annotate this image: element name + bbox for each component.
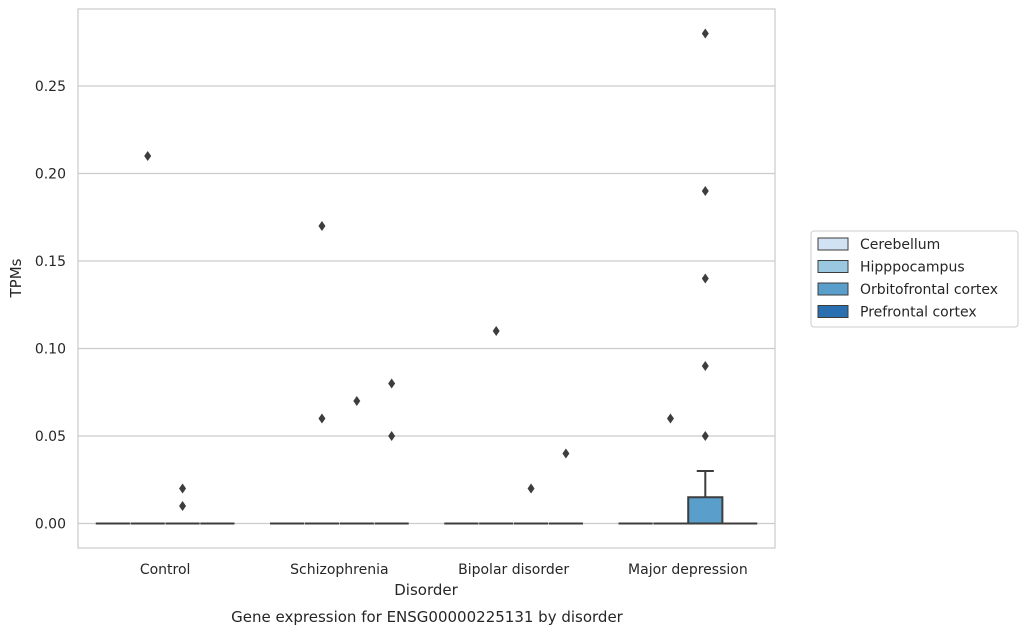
outliers: [144, 28, 709, 511]
legend-frame: [810, 230, 1019, 328]
legend-swatch: [817, 305, 849, 318]
outlier-point: [179, 501, 187, 511]
y-tick-label: 0.25: [35, 79, 66, 95]
outlier-point: [701, 431, 709, 441]
legend-swatch: [817, 282, 849, 296]
outlier-point: [388, 431, 396, 441]
outlier-point: [353, 396, 361, 406]
outlier-point: [179, 483, 187, 494]
outlier-point: [144, 151, 152, 161]
boxes: [95, 470, 758, 525]
outlier-point: [318, 413, 326, 424]
y-axis-ticks: 0.00 0.05 0.10 0.15 0.20 0.25: [35, 79, 66, 533]
y-tick-label: 0.00: [35, 517, 66, 533]
x-tick-label: Major depression: [628, 562, 748, 578]
outlier-point: [701, 28, 709, 39]
outlier-point: [492, 326, 500, 336]
y-tick-label: 0.10: [35, 342, 66, 358]
outlier-point: [666, 413, 674, 424]
legend: Cerebellum Hipppocampus Orbitofrontal cort…: [810, 230, 1019, 328]
x-axis-ticks: Control Schizophrenia Bipolar disorder Majo…: [140, 562, 748, 578]
legend-label: Prefrontal cortex: [860, 305, 977, 321]
outlier-point: [318, 221, 326, 231]
outlier-point: [562, 448, 570, 459]
x-tick-label: Control: [140, 562, 191, 578]
legend-swatch: [817, 260, 849, 273]
outlier-point: [388, 378, 396, 389]
y-tick-label: 0.15: [35, 254, 66, 270]
outlier-point: [527, 483, 535, 494]
x-tick-label: Bipolar disorder: [458, 562, 569, 578]
y-axis-label: TPMs: [7, 258, 25, 298]
box-body: [687, 496, 724, 525]
y-tick-label: 0.20: [35, 167, 66, 183]
chart-caption: Gene expression for ENSG00000225131 by d…: [231, 608, 624, 626]
x-tick-label: Schizophrenia: [290, 562, 388, 578]
x-axis-label: Disorder: [394, 581, 458, 599]
y-tick-label: 0.05: [35, 429, 66, 445]
box-orbitofrontal-cortex: [687, 470, 724, 525]
outlier-point: [701, 186, 709, 196]
plot-area: [77, 8, 776, 549]
legend-swatch: [817, 237, 849, 251]
outlier-point: [701, 273, 709, 284]
legend-label: Cerebellum: [860, 237, 940, 253]
legend-label: Orbitofrontal cortex: [860, 282, 998, 298]
legend-label: Hipppocampus: [860, 260, 965, 276]
outlier-point: [701, 361, 709, 371]
